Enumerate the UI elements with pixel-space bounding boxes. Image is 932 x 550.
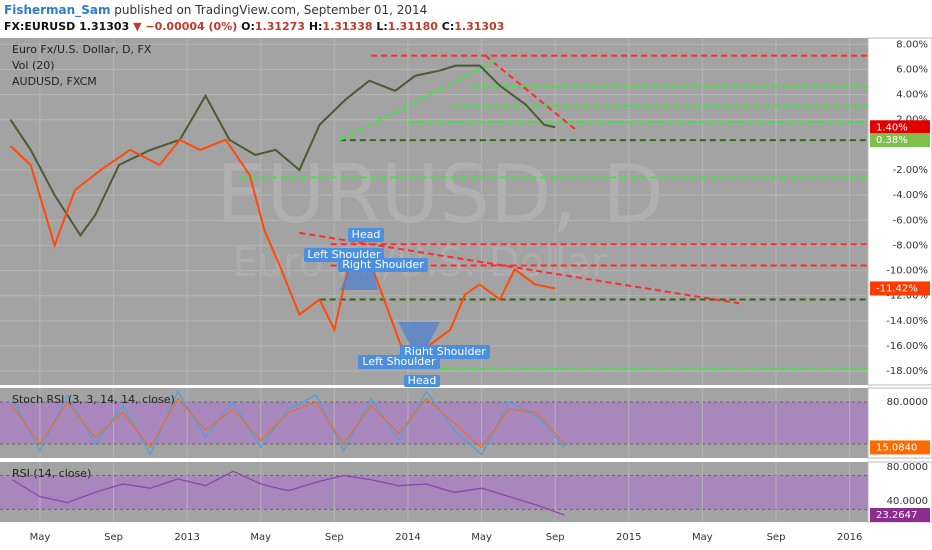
y-tick-label: 80.0000 xyxy=(887,397,928,408)
y-tick-label: -14.00% xyxy=(886,316,928,327)
label-box xyxy=(404,375,440,387)
annotation: Left Shoulder xyxy=(362,355,436,368)
band xyxy=(0,475,868,510)
published: published on TradingView.com, September … xyxy=(114,3,428,17)
quote-key: O: xyxy=(241,20,255,33)
quote-value: 1.31303 xyxy=(454,20,505,33)
y-tick-label: 40.0000 xyxy=(887,496,928,507)
price-tag xyxy=(870,281,930,296)
x-tick-label: 2014 xyxy=(395,532,420,543)
y-tick-label: -4.00% xyxy=(893,190,928,201)
y-tick-label: -18.00% xyxy=(886,366,928,377)
x-tick-label: 2016 xyxy=(837,532,862,543)
panels: 8.00% 6.00% 4.00% 2.00% -2.00% -4.00% -6.00% -8… xyxy=(0,37,932,550)
price-tag xyxy=(870,508,930,523)
y-tick-label: 4.00% xyxy=(896,90,928,101)
header: Fisherman_Sam published on TradingView.c… xyxy=(0,0,932,38)
drawing xyxy=(299,231,740,305)
legend-item: Vol (20) xyxy=(12,59,55,72)
price-tag xyxy=(870,133,930,148)
legend-item: Euro Fx/U.S. Dollar, D, FX xyxy=(12,43,152,56)
quote-key: H: xyxy=(308,20,323,33)
panel-title: RSI (14, close) xyxy=(12,467,91,480)
quote-line: FX:EURUSD 1.31303 ▼ −0.00004 (0%) O:1.31… xyxy=(4,20,504,33)
x-tick-label: 2015 xyxy=(616,532,641,543)
axis-bg xyxy=(867,37,932,386)
x-axis-bg xyxy=(0,524,932,550)
band xyxy=(0,402,868,444)
annotation: Right Shoulder xyxy=(404,345,486,358)
series-line xyxy=(11,390,565,456)
price-tag-label: -11.42% xyxy=(876,283,918,294)
y-tick-label: -2.00% xyxy=(893,165,928,176)
quote-value: 1.31180 xyxy=(387,20,438,33)
price-tag xyxy=(870,440,930,455)
label-box xyxy=(338,258,428,272)
x-tick-label: May xyxy=(692,532,713,543)
y-tick-label: -10.00% xyxy=(886,266,928,277)
annotation: Left Shoulder xyxy=(307,248,381,261)
y-tick-label: 2.00% xyxy=(896,115,928,126)
hs-shape xyxy=(398,322,440,345)
annotation: Right Shoulder xyxy=(342,258,424,271)
series-line xyxy=(9,138,556,367)
series-line xyxy=(11,397,565,449)
quote-key: L: xyxy=(376,20,388,33)
quote-key: C: xyxy=(441,20,455,33)
x-tick-label: Sep xyxy=(546,532,565,543)
panel-title: Stoch RSI (3, 3, 14, 14, close) xyxy=(12,393,175,406)
annotation: Head xyxy=(352,228,381,241)
y-tick-label: -6.00% xyxy=(893,215,928,226)
x-tick-label: May xyxy=(30,532,51,543)
annotation: Head xyxy=(408,374,437,387)
ohlc: O:1.31273 H:1.31338 L:1.31180 C:1.31303 xyxy=(241,20,504,33)
y-tick-label: -16.00% xyxy=(886,341,928,352)
watermark: EURUSD, D xyxy=(216,148,664,241)
legend-item: AUDUSD, FXCM xyxy=(12,75,97,88)
x-tick-label: May xyxy=(471,532,492,543)
x-tick-label: May xyxy=(250,532,271,543)
x-tick-label: 2013 xyxy=(174,532,199,543)
author[interactable]: Fisherman_Sam xyxy=(4,3,111,17)
publish-line: Fisherman_Sam published on TradingView.c… xyxy=(4,3,427,17)
x-tick-label: Sep xyxy=(104,532,123,543)
series-line xyxy=(11,470,565,516)
series-line xyxy=(9,64,556,238)
y-tick-label: 80.0000 xyxy=(887,462,928,473)
y-tick-label: -8.00% xyxy=(893,240,928,251)
drawing xyxy=(339,60,495,141)
quote-value: 1.31273 xyxy=(254,20,305,33)
quote-value: 1.31338 xyxy=(322,20,373,33)
price-tag-label: 15.0840 xyxy=(876,442,917,453)
label-box xyxy=(358,355,440,369)
y-tick-label: -12.00% xyxy=(886,291,928,302)
change: ▼ −0.00004 (0%) xyxy=(133,20,238,33)
symbol: FX:EURUSD xyxy=(4,20,76,33)
hs-pattern: Head Left Shoulder Right Shoulder Right … xyxy=(304,228,490,387)
price-tag-label: 0.38% xyxy=(876,135,908,146)
x-tick-label: Sep xyxy=(767,532,786,543)
y-tick-label: 6.00% xyxy=(896,64,928,75)
label-box xyxy=(348,228,384,242)
price-tag xyxy=(870,120,930,135)
y-tick-label: 8.00% xyxy=(896,39,928,50)
last: 1.31303 xyxy=(79,20,130,33)
price-tag-label: 23.2647 xyxy=(876,510,917,521)
price-tag-label: 1.40% xyxy=(876,122,908,133)
x-tick-label: Sep xyxy=(325,532,344,543)
